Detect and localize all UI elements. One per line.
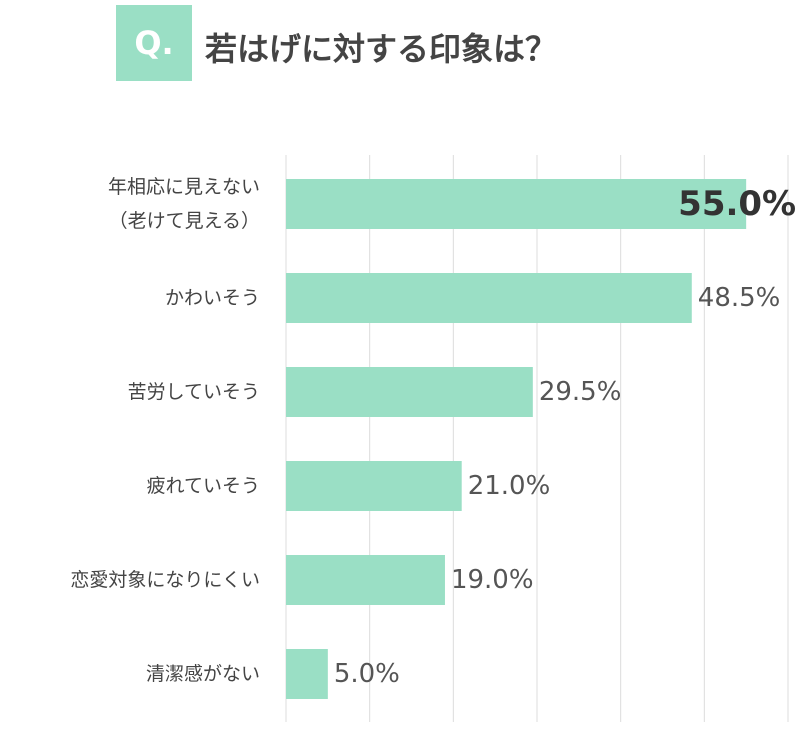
y-tick-label: かわいそう (164, 287, 260, 309)
bar (286, 367, 533, 417)
bar (286, 649, 328, 699)
y-tick-label: 恋愛対象になりにくい (70, 569, 260, 591)
bar (286, 273, 692, 323)
y-tick-label: 清潔感がない (145, 663, 260, 685)
chart-title: 若はげに対する印象は？ (205, 30, 558, 68)
bar (286, 461, 462, 511)
value-label: 55.0% (678, 184, 797, 224)
value-label: 5.0% (333, 659, 400, 689)
y-tick-label: 苦労していそう (127, 381, 260, 403)
bar (286, 555, 445, 605)
y-tick-label: 疲れていそう (146, 475, 260, 497)
value-label: 21.0% (467, 471, 551, 501)
bar (286, 179, 747, 229)
value-label: 19.0% (450, 565, 534, 595)
badge: Q. (116, 5, 192, 81)
value-label: 29.5% (538, 377, 622, 407)
y-tick-label: 年相応に見えない （老けて見える） (107, 176, 260, 232)
value-label: 48.5% (697, 283, 781, 313)
